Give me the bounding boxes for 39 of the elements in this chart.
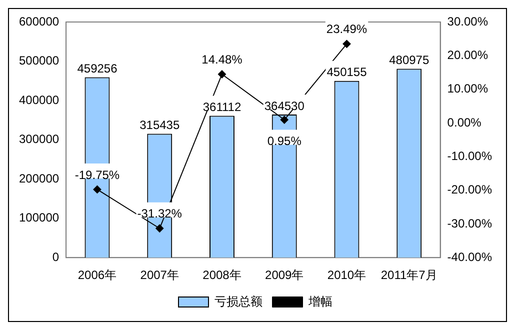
point bbox=[218, 70, 226, 78]
point bbox=[93, 185, 102, 194]
data-label: 0.95% bbox=[267, 134, 302, 148]
y-tick-label: 200000 bbox=[18, 171, 60, 186]
x-tick-label: 2011年7月 bbox=[380, 268, 438, 282]
y-tick-label: 300000 bbox=[18, 132, 60, 146]
data-label: 315435 bbox=[140, 118, 180, 132]
y2-tick-label: -30.00% bbox=[447, 216, 492, 230]
data-label: 364530 bbox=[264, 98, 305, 113]
data-label: 450155 bbox=[326, 65, 368, 80]
point bbox=[342, 40, 351, 48]
data-label: -31.32% bbox=[137, 206, 182, 221]
point bbox=[280, 116, 288, 124]
data-label: 14.48% bbox=[202, 52, 243, 67]
y2-tick-label: -20.00% bbox=[447, 182, 492, 197]
y2-tick-label: -10.00% bbox=[447, 148, 492, 163]
x-tick-label: 2010年 bbox=[327, 268, 366, 282]
x-tick-label: 2009年 bbox=[265, 268, 304, 282]
x-tick-label: 2008年 bbox=[202, 268, 242, 282]
y2-tick-label: 10.00% bbox=[447, 82, 488, 96]
y2-tick-label: 0.00% bbox=[447, 115, 482, 130]
x-tick-label: 2006年 bbox=[78, 268, 117, 282]
x-tick-label: 2007年 bbox=[140, 268, 179, 282]
data-label: 23.49% bbox=[326, 22, 368, 36]
y-tick-label: 400000 bbox=[18, 92, 60, 107]
data-label: -19.75% bbox=[74, 168, 120, 182]
y2-tick-label: 20.00% bbox=[447, 48, 488, 62]
y2-tick-label: -40.00% bbox=[447, 250, 492, 264]
y2-tick-label: 30.00% bbox=[447, 14, 488, 28]
y-tick-label: 500000 bbox=[18, 54, 60, 68]
y-tick-label: 0 bbox=[52, 250, 60, 264]
data-label: 361112 bbox=[202, 100, 242, 114]
legend-label: 增幅 bbox=[308, 294, 332, 308]
point bbox=[156, 224, 164, 232]
data-label: 459256 bbox=[77, 62, 118, 76]
data-label: 480975 bbox=[389, 53, 430, 68]
legend-label: 亏损总额 bbox=[214, 294, 262, 308]
y-tick-label: 600000 bbox=[18, 14, 60, 28]
y-tick-label: 100000 bbox=[18, 210, 60, 225]
